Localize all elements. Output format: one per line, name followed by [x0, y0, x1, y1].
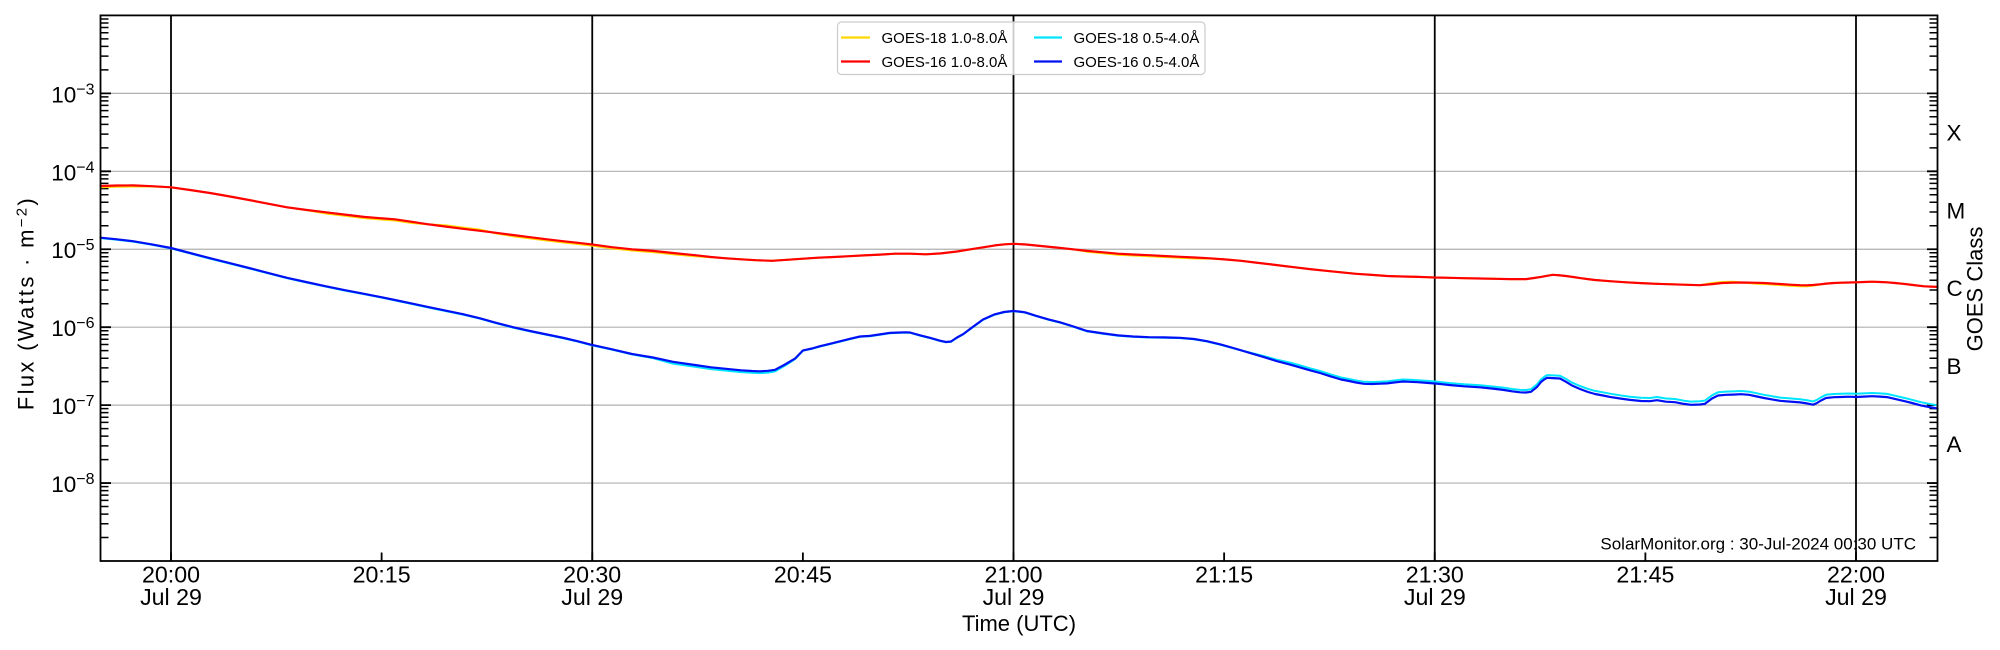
- svg-text:21:00: 21:00: [984, 561, 1042, 587]
- svg-text:B: B: [1947, 354, 1962, 379]
- svg-text:GOES Class: GOES Class: [1963, 227, 1988, 352]
- svg-text:Jul 29: Jul 29: [983, 584, 1045, 610]
- svg-text:GOES-18 0.5-4.0Å: GOES-18 0.5-4.0Å: [1074, 30, 1200, 47]
- svg-text:X: X: [1947, 120, 1962, 145]
- svg-text:GOES-16 1.0-8.0Å: GOES-16 1.0-8.0Å: [882, 54, 1008, 71]
- svg-text:Jul 29: Jul 29: [1404, 584, 1466, 610]
- svg-text:20:45: 20:45: [774, 561, 832, 587]
- svg-text:Flux (Watts · m−2): Flux (Watts · m−2): [14, 196, 39, 410]
- svg-text:21:15: 21:15: [1195, 561, 1253, 587]
- svg-text:Time (UTC): Time (UTC): [962, 611, 1076, 636]
- svg-text:A: A: [1947, 432, 1962, 457]
- svg-text:22:00: 22:00: [1827, 561, 1885, 587]
- svg-text:20:30: 20:30: [563, 561, 621, 587]
- svg-text:21:45: 21:45: [1616, 561, 1674, 587]
- svg-text:Jul 29: Jul 29: [140, 584, 202, 610]
- svg-text:20:15: 20:15: [353, 561, 411, 587]
- svg-text:GOES-18 1.0-8.0Å: GOES-18 1.0-8.0Å: [882, 30, 1008, 47]
- svg-text:Jul 29: Jul 29: [1825, 584, 1887, 610]
- svg-text:GOES-16 0.5-4.0Å: GOES-16 0.5-4.0Å: [1074, 54, 1200, 71]
- svg-text:Jul 29: Jul 29: [561, 584, 623, 610]
- svg-text:SolarMonitor.org : 30-Jul-2024: SolarMonitor.org : 30-Jul-2024 00:30 UTC: [1600, 535, 1916, 554]
- svg-text:M: M: [1947, 198, 1966, 223]
- svg-text:20:00: 20:00: [142, 561, 200, 587]
- svg-text:C: C: [1947, 276, 1963, 301]
- svg-text:21:30: 21:30: [1406, 561, 1464, 587]
